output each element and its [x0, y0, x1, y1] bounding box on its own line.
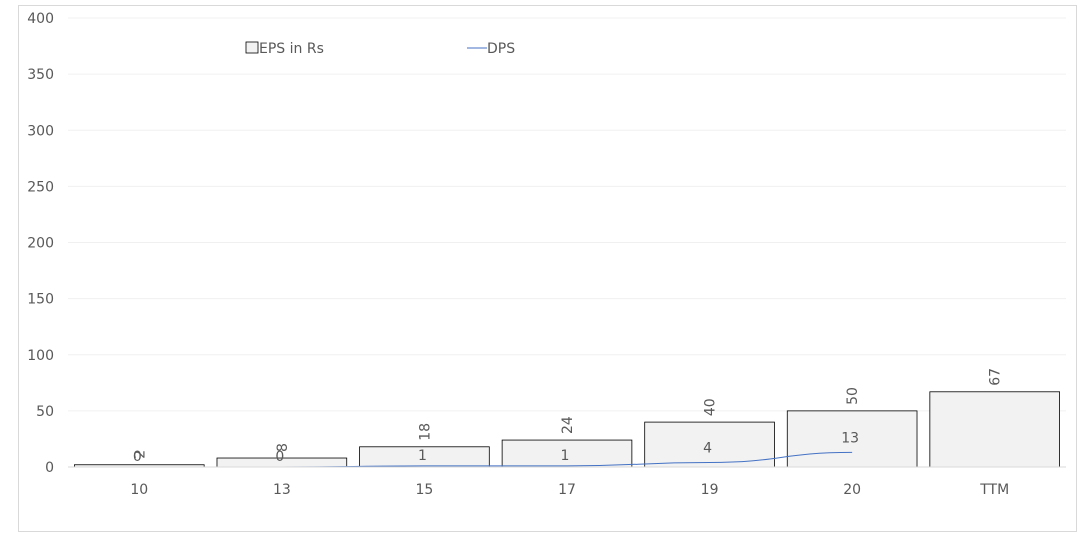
y-axis: 0 50 100 150 200 250 300 350 400 — [27, 11, 54, 476]
y-tick-label: 250 — [27, 179, 54, 195]
dps-data-label: 4 — [703, 441, 712, 457]
x-axis: 10 13 15 17 19 20 TTM — [68, 466, 1066, 498]
x-tick-label: TTM — [979, 482, 1009, 498]
x-tick-label: 17 — [558, 482, 576, 498]
eps-data-label: 50 — [845, 387, 861, 405]
eps-bar — [644, 421, 775, 468]
y-tick-label: 100 — [27, 348, 54, 364]
dps-data-label: 13 — [841, 430, 859, 446]
x-tick-label: 20 — [843, 482, 861, 498]
y-tick-label: 300 — [27, 123, 54, 139]
dps-data-label: 0 — [275, 449, 284, 465]
y-tick-label: 400 — [27, 11, 54, 27]
legend: EPS in Rs DPS — [245, 41, 515, 57]
eps-data-label: 18 — [417, 423, 433, 441]
x-tick-label: 19 — [701, 482, 719, 498]
legend-dps-label: DPS — [487, 41, 515, 57]
legend-eps-label: EPS in Rs — [259, 41, 324, 57]
gridlines — [68, 17, 1066, 412]
eps-data-label: 40 — [703, 398, 719, 416]
eps-data-label: 67 — [988, 368, 1004, 386]
x-tick-label: 10 — [130, 482, 148, 498]
dps-data-label: 1 — [418, 448, 427, 464]
y-tick-label: 350 — [27, 67, 54, 83]
eps-bar — [786, 410, 918, 468]
dps-data-label: 0 — [133, 449, 142, 465]
eps-data-label: 2 — [132, 450, 148, 459]
eps-bar — [929, 391, 1060, 468]
dps-data-label: 1 — [561, 448, 570, 464]
eps-data-label: 8 — [275, 443, 291, 452]
legend-eps-swatch — [245, 41, 259, 54]
eps-data-label: 24 — [560, 416, 576, 434]
y-tick-label: 150 — [27, 292, 54, 308]
x-tick-label: 15 — [416, 482, 434, 498]
x-tick-label: 13 — [273, 482, 291, 498]
y-tick-label: 200 — [27, 236, 54, 252]
y-tick-label: 0 — [45, 460, 54, 476]
y-tick-label: 50 — [36, 404, 54, 420]
